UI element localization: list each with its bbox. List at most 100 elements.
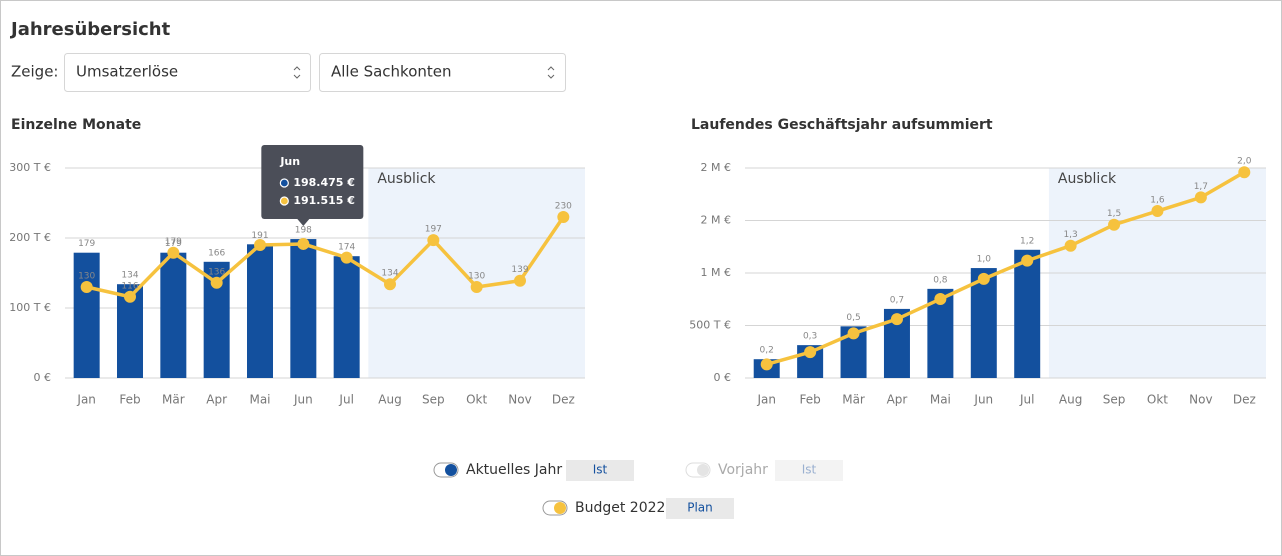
legend-button[interactable] — [566, 460, 634, 481]
x-tick-label: Sep — [1103, 393, 1126, 407]
line-point — [210, 276, 223, 289]
data-label: 197 — [425, 225, 442, 235]
legend-item[interactable]: Aktuelles Jahr Ist — [433, 460, 634, 481]
select-arrows — [547, 66, 555, 79]
bar — [970, 268, 997, 378]
x-tick-label: Jan — [756, 393, 776, 407]
x-tick-label: Nov — [1189, 393, 1212, 407]
y-tick-label: 0 € — [714, 371, 732, 384]
line-point — [804, 346, 817, 359]
x-tick-label: Aug — [378, 393, 401, 407]
x-tick-label: Apr — [206, 393, 227, 407]
line-point — [1021, 254, 1034, 267]
line-point — [254, 239, 266, 251]
tooltip-value: 191.515 € — [293, 194, 355, 207]
y-tick-label: 200 T € — [9, 231, 51, 244]
legend-button[interactable] — [666, 498, 734, 519]
select-text[interactable]: Alle Sachkonten — [331, 63, 452, 81]
data-label: 0,7 — [890, 295, 904, 305]
select-box[interactable] — [319, 53, 566, 92]
tooltip-value: 198.475 € — [293, 176, 355, 189]
bar — [247, 244, 273, 378]
legend-button-label[interactable]: Ist — [802, 463, 817, 477]
tooltip-swatch — [279, 178, 289, 188]
data-label: 166 — [208, 248, 225, 258]
data-label: 191 — [251, 231, 268, 241]
select-text[interactable]: Umsatzerlöse — [76, 63, 178, 81]
data-label: 1,0 — [977, 255, 992, 265]
data-label: 1,3 — [1063, 230, 1077, 240]
y-tick-label: 500 T € — [689, 319, 731, 332]
line-point — [1151, 205, 1164, 218]
x-tick-label: Feb — [800, 393, 821, 407]
x-tick-label: Jul — [338, 393, 353, 407]
x-tick-label: Okt — [1147, 393, 1168, 407]
legend-item[interactable]: Vorjahr Ist — [685, 460, 843, 481]
bar — [73, 252, 100, 378]
chart: Ausblick 0 € 100 T € 200 T € 300 T € Jan Feb Mä… — [9, 161, 585, 407]
x-tick-label: Apr — [887, 393, 908, 407]
legend-label[interactable]: Vorjahr — [718, 462, 768, 478]
data-label: 136 — [208, 267, 225, 277]
x-tick-label: Feb — [119, 393, 140, 407]
line — [766, 170, 1246, 367]
legend-label[interactable]: Aktuelles Jahr — [466, 462, 562, 478]
toggle-knob[interactable] — [445, 464, 457, 476]
x-tick-label: Dez — [1233, 393, 1256, 407]
x-tick-label: Mai — [249, 393, 270, 407]
legend-button-label[interactable]: Ist — [593, 463, 608, 477]
x-tick-label: Sep — [422, 393, 445, 407]
data-label: 0,8 — [933, 275, 948, 285]
legend-button[interactable] — [775, 460, 843, 481]
forecast-area — [368, 168, 585, 378]
line — [86, 216, 565, 299]
legend-label[interactable]: Budget 2022 — [575, 500, 665, 516]
bar — [290, 239, 317, 378]
data-label: 1,6 — [1150, 196, 1165, 206]
data-label: 0,5 — [846, 313, 860, 323]
line-point — [384, 278, 396, 291]
bar — [333, 256, 360, 378]
page-title: Jahresübersicht — [9, 19, 171, 40]
x-tick-label: Mär — [162, 393, 185, 407]
legend-button-label[interactable]: Plan — [687, 501, 713, 515]
line-point — [1194, 191, 1207, 204]
data-label: 134 — [121, 271, 138, 281]
y-tick-label: 0 € — [34, 371, 52, 384]
data-label: 2,0 — [1237, 157, 1252, 167]
line-point — [124, 290, 136, 303]
x-tick-label: Okt — [466, 393, 487, 407]
x-tick-label: Nov — [508, 393, 531, 407]
data-label: 1,7 — [1194, 182, 1208, 192]
data-label: 179 — [78, 239, 95, 249]
y-tick-label: 300 T € — [9, 161, 51, 174]
data-label: 0,3 — [803, 332, 817, 342]
tooltip: Jun 198.475 € 191.515 € — [261, 145, 364, 226]
y-tick-label: 2 M € — [701, 161, 731, 174]
toggle-knob[interactable] — [554, 502, 566, 514]
x-tick-label: Jun — [973, 393, 993, 407]
toggle-knob[interactable] — [697, 464, 709, 476]
data-label: 179 — [165, 237, 182, 247]
data-label: 0,2 — [760, 346, 774, 356]
line-point — [297, 237, 310, 250]
y-tick-label: 1 M € — [701, 266, 731, 279]
filter-label: Zeige: — [11, 63, 58, 81]
forecast-label: Ausblick — [377, 171, 436, 187]
select[interactable]: Alle Sachkonten — [319, 53, 566, 92]
chart: Ausblick 0 € 500 T € 1 M € 2 M € 2 M € Jan Feb M… — [689, 157, 1266, 407]
legend-item[interactable]: Budget 2022 Plan — [542, 498, 734, 519]
bar — [1014, 249, 1041, 378]
line-point — [427, 234, 440, 247]
line-point — [340, 251, 353, 264]
data-label: 139 — [511, 265, 528, 275]
select[interactable]: Umsatzerlöse — [64, 53, 311, 92]
line-point — [847, 327, 860, 340]
select-box[interactable] — [64, 53, 311, 92]
data-label: 174 — [338, 243, 355, 253]
data-label: 1,5 — [1107, 209, 1121, 219]
data-label: 230 — [555, 202, 572, 212]
data-label: 130 — [78, 272, 95, 282]
line-point — [934, 293, 947, 306]
